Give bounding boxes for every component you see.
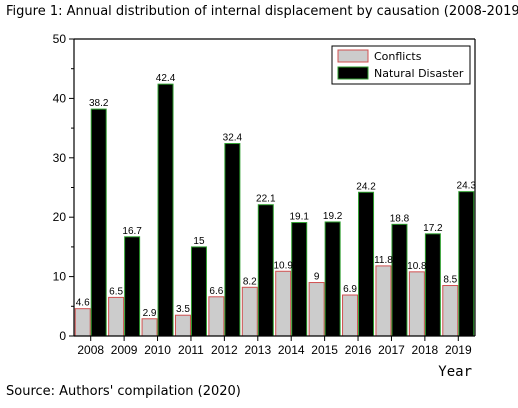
bar-conflicts-2009: [108, 296, 125, 337]
bar-conflicts-2012: [208, 296, 225, 337]
bar-conflicts-2014: [275, 270, 292, 337]
x-tick-label-2008: 2008: [77, 343, 104, 357]
data-label-natural-disaster-2009: 16.7: [122, 226, 142, 237]
bar-natural-disaster-2014: [291, 222, 308, 337]
data-label-conflicts-2010: 2.9: [143, 308, 157, 319]
bar-natural-disaster-2012: [224, 143, 241, 337]
legend-label-natural-disaster: Natural Disaster: [374, 67, 464, 80]
x-tick-label-2014: 2014: [278, 343, 305, 357]
y-tick-label-30: 30: [53, 151, 67, 165]
data-label-natural-disaster-2014: 19.1: [289, 212, 309, 223]
data-label-conflicts-2018: 10.8: [407, 261, 427, 272]
data-label-conflicts-2016: 6.9: [343, 284, 357, 295]
data-label-conflicts-2015: 9: [314, 272, 320, 283]
y-tick-label-50: 50: [53, 32, 67, 46]
data-label-natural-disaster-2018: 17.2: [423, 223, 443, 234]
x-tick-label-2018: 2018: [412, 343, 439, 357]
x-tick-label-2019: 2019: [445, 343, 472, 357]
legend-swatch-conflicts: [337, 49, 369, 63]
bar-natural-disaster-2016: [358, 191, 375, 337]
data-label-natural-disaster-2010: 42.4: [156, 73, 176, 84]
x-axis-title: Year: [438, 364, 472, 380]
bar-natural-disaster-2018: [424, 233, 441, 337]
legend-label-conflicts: Conflicts: [374, 50, 422, 63]
data-label-natural-disaster-2016: 24.2: [356, 181, 376, 192]
labels-layer: 4.6 38.2 6.5 16.7 2.9 42.4 3.5 15 6.6 32.4 8.2 22.1…: [53, 32, 477, 380]
data-label-natural-disaster-2019: 24.3: [457, 181, 477, 192]
data-label-natural-disaster-2013: 22.1: [256, 194, 276, 205]
x-tick-label-2013: 2013: [244, 343, 271, 357]
bar-natural-disaster-2015: [324, 221, 341, 337]
bar-natural-disaster-2008: [90, 108, 107, 337]
data-label-natural-disaster-2011: 15: [193, 236, 205, 247]
axes-layer: [69, 38, 476, 341]
x-tick-label-2016: 2016: [345, 343, 372, 357]
data-label-conflicts-2019: 8.5: [443, 275, 457, 286]
source-note: Source: Authors' compilation (2020): [6, 384, 241, 399]
bar-natural-disaster-2019: [458, 191, 475, 337]
x-tick-label-2012: 2012: [211, 343, 238, 357]
data-label-natural-disaster-2017: 18.8: [390, 213, 410, 224]
x-tick-label-2017: 2017: [378, 343, 405, 357]
bar-natural-disaster-2013: [257, 204, 274, 337]
legend-swatch-natural-disaster: [337, 66, 369, 80]
x-tick-label-2009: 2009: [111, 343, 138, 357]
x-tick-label-2011: 2011: [178, 343, 204, 357]
y-tick-label-0: 0: [59, 329, 66, 343]
data-label-conflicts-2014: 10.9: [273, 260, 293, 271]
data-label-conflicts-2012: 6.6: [209, 286, 223, 297]
legend: Conflicts Natural Disaster: [331, 45, 471, 85]
bar-conflicts-2016: [342, 294, 359, 337]
data-label-conflicts-2013: 8.2: [243, 276, 257, 287]
figure-title: Figure 1: Annual distribution of interna…: [6, 4, 518, 19]
bar-conflicts-2010: [141, 318, 158, 337]
y-tick-label-10: 10: [53, 270, 67, 284]
data-label-natural-disaster-2008: 38.2: [89, 98, 109, 109]
data-label-conflicts-2008: 4.6: [76, 298, 90, 309]
data-label-natural-disaster-2012: 32.4: [223, 133, 243, 144]
bar-conflicts-2017: [375, 265, 392, 337]
bar-conflicts-2018: [408, 271, 425, 337]
bar-conflicts-2013: [241, 286, 258, 337]
x-tick-label-2010: 2010: [144, 343, 171, 357]
y-tick-label-20: 20: [53, 210, 67, 224]
bar-conflicts-2019: [442, 285, 459, 337]
bars-layer: [74, 83, 475, 337]
data-label-conflicts-2009: 6.5: [109, 286, 123, 297]
bar-natural-disaster-2009: [124, 236, 141, 337]
data-label-natural-disaster-2015: 19.2: [323, 211, 343, 222]
data-label-conflicts-2011: 3.5: [176, 304, 190, 315]
bar-natural-disaster-2011: [190, 246, 207, 337]
bar-conflicts-2015: [308, 282, 325, 337]
bar-natural-disaster-2010: [157, 83, 174, 337]
data-label-conflicts-2017: 11.8: [374, 255, 393, 266]
x-tick-label-2015: 2015: [311, 343, 338, 357]
bar-conflicts-2011: [174, 314, 191, 337]
bar-natural-disaster-2017: [391, 223, 408, 337]
bar-conflicts-2008: [74, 308, 91, 337]
y-tick-label-40: 40: [53, 91, 67, 105]
